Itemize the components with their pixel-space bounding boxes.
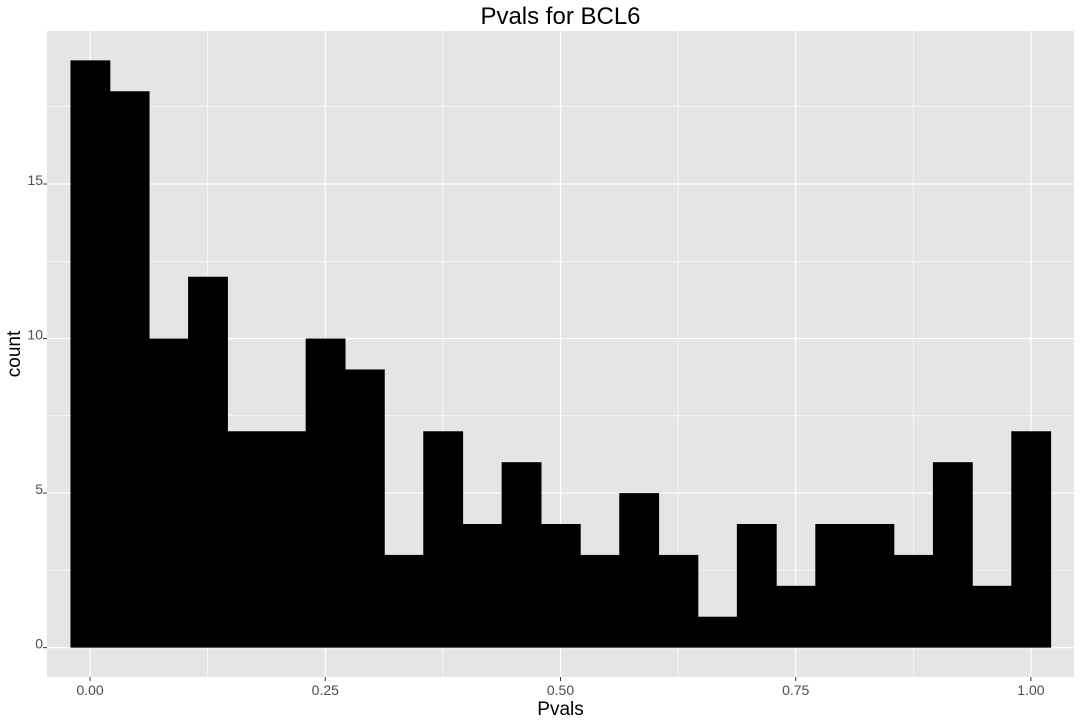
histogram-bar (972, 585, 1012, 648)
histogram-bar (697, 616, 738, 648)
histogram-bar (384, 554, 424, 648)
histogram-bar (736, 524, 777, 648)
histogram-bar (580, 554, 620, 648)
histogram-bar (893, 554, 934, 648)
chart-title: Pvals for BCL6 (480, 3, 640, 30)
y-axis-title: count (4, 330, 25, 377)
x-tick-label: 0.00 (76, 682, 103, 698)
histogram-bar (776, 585, 816, 648)
histogram-bar (344, 369, 385, 648)
x-tick-label: 0.50 (547, 682, 574, 698)
y-tick-label: 5 (35, 481, 43, 497)
axis-ticks: 0.00 0.25 0.50 0.75 1.00 0 5 10 15 (27, 172, 1044, 698)
histogram-bar (619, 493, 660, 648)
histogram-bar (854, 524, 895, 648)
y-tick-label: 10 (27, 327, 43, 343)
histogram-bar (462, 524, 503, 648)
x-tick-label: 1.00 (1017, 682, 1044, 698)
histogram-bar (109, 91, 150, 648)
histogram-bars (70, 60, 1052, 648)
histogram-bar (932, 462, 973, 648)
histogram-bar (540, 524, 581, 648)
y-tick-label: 0 (35, 636, 43, 652)
x-axis-title: Pvals (537, 699, 583, 720)
histogram-bar (815, 524, 856, 648)
histogram-bar (423, 431, 464, 648)
x-tick-label: 0.25 (312, 682, 339, 698)
histogram-bar (188, 276, 228, 648)
histogram-bar (70, 60, 111, 648)
y-tick-label: 15 (27, 172, 43, 188)
histogram-bar (658, 554, 699, 648)
histogram-bar (266, 431, 307, 648)
histogram-bar (148, 338, 189, 648)
histogram-bar (227, 431, 268, 648)
histogram-bar (305, 338, 346, 648)
x-tick-label: 0.75 (782, 682, 809, 698)
histogram-bar (501, 462, 542, 648)
histogram-bar (1011, 431, 1052, 648)
